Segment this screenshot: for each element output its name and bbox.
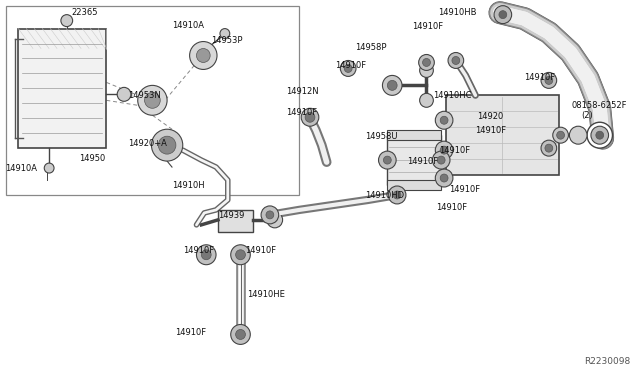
Circle shape — [420, 64, 433, 77]
Circle shape — [301, 108, 319, 126]
Circle shape — [541, 73, 557, 89]
Text: 14910F: 14910F — [407, 157, 438, 166]
Circle shape — [261, 206, 278, 224]
Circle shape — [388, 186, 406, 204]
Text: 14910F: 14910F — [476, 126, 506, 135]
Text: 14953P: 14953P — [211, 36, 243, 45]
Text: 14958U: 14958U — [365, 132, 397, 141]
Circle shape — [220, 29, 230, 39]
Circle shape — [231, 324, 250, 344]
Circle shape — [266, 211, 274, 219]
Circle shape — [61, 15, 72, 26]
Text: 14939: 14939 — [218, 211, 244, 220]
Text: 14910A: 14910A — [172, 21, 204, 30]
Circle shape — [596, 131, 604, 139]
Circle shape — [158, 136, 176, 154]
Circle shape — [570, 126, 587, 144]
Text: 14910F: 14910F — [335, 61, 367, 70]
Circle shape — [437, 156, 445, 164]
Bar — [446, 95, 559, 175]
Bar — [218, 210, 253, 232]
Text: 08158-6252F: 08158-6252F — [572, 101, 627, 110]
Circle shape — [231, 245, 250, 265]
Text: 14910HD: 14910HD — [365, 192, 404, 201]
Text: 14950: 14950 — [79, 154, 105, 163]
Text: 14910F: 14910F — [439, 145, 470, 155]
Circle shape — [340, 61, 356, 76]
Circle shape — [117, 87, 131, 101]
Bar — [387, 135, 441, 185]
Circle shape — [587, 122, 612, 148]
Circle shape — [591, 126, 609, 144]
Circle shape — [557, 131, 564, 139]
Text: 14910F: 14910F — [183, 246, 214, 255]
Text: 14910F: 14910F — [245, 246, 276, 255]
Text: 14910HC: 14910HC — [433, 91, 472, 100]
Text: 14920+A: 14920+A — [128, 139, 167, 148]
Circle shape — [419, 54, 435, 70]
Text: 14910F: 14910F — [449, 186, 480, 195]
Circle shape — [545, 76, 553, 84]
Text: 14910F: 14910F — [436, 203, 467, 212]
Circle shape — [545, 144, 553, 152]
Circle shape — [553, 127, 568, 143]
Circle shape — [383, 76, 402, 95]
Circle shape — [393, 191, 401, 199]
Bar — [387, 130, 441, 140]
Circle shape — [344, 64, 352, 73]
Circle shape — [305, 112, 315, 122]
Circle shape — [440, 116, 448, 124]
Bar — [387, 180, 441, 190]
Circle shape — [236, 250, 245, 260]
Text: 14910F: 14910F — [412, 22, 443, 31]
Circle shape — [196, 245, 216, 265]
Circle shape — [594, 129, 605, 141]
Circle shape — [383, 156, 391, 164]
Text: 14920: 14920 — [477, 112, 504, 121]
Circle shape — [422, 58, 431, 67]
Circle shape — [196, 48, 210, 62]
Text: 14910F: 14910F — [175, 328, 206, 337]
Circle shape — [433, 151, 450, 169]
Text: 14953N: 14953N — [128, 91, 161, 100]
Circle shape — [440, 174, 448, 182]
Bar — [19, 29, 106, 148]
Circle shape — [236, 330, 245, 339]
Circle shape — [138, 86, 167, 115]
Circle shape — [152, 129, 183, 161]
Circle shape — [387, 80, 397, 90]
Text: 14912N: 14912N — [287, 87, 319, 96]
Circle shape — [452, 57, 460, 64]
Circle shape — [448, 52, 464, 68]
Text: 14910A: 14910A — [4, 164, 36, 173]
Circle shape — [494, 6, 511, 23]
Text: 14910HE: 14910HE — [248, 290, 285, 299]
Text: R2230098: R2230098 — [584, 357, 630, 366]
Text: 14910F: 14910F — [524, 73, 556, 82]
Text: 14910F: 14910F — [287, 108, 317, 117]
Circle shape — [435, 141, 453, 159]
Circle shape — [145, 92, 160, 108]
Text: 22365: 22365 — [71, 8, 98, 17]
Text: 14910HB: 14910HB — [438, 8, 477, 17]
Text: 14910H: 14910H — [172, 180, 205, 189]
Circle shape — [435, 111, 453, 129]
Circle shape — [189, 42, 217, 70]
Text: (2): (2) — [581, 111, 593, 120]
Circle shape — [541, 140, 557, 156]
Circle shape — [44, 163, 54, 173]
Circle shape — [499, 11, 507, 19]
Circle shape — [435, 169, 453, 187]
Circle shape — [440, 146, 448, 154]
Circle shape — [267, 212, 283, 228]
Circle shape — [378, 151, 396, 169]
Text: 14958P: 14958P — [355, 43, 387, 52]
Circle shape — [202, 250, 211, 260]
Circle shape — [420, 93, 433, 107]
Bar — [6, 6, 300, 195]
